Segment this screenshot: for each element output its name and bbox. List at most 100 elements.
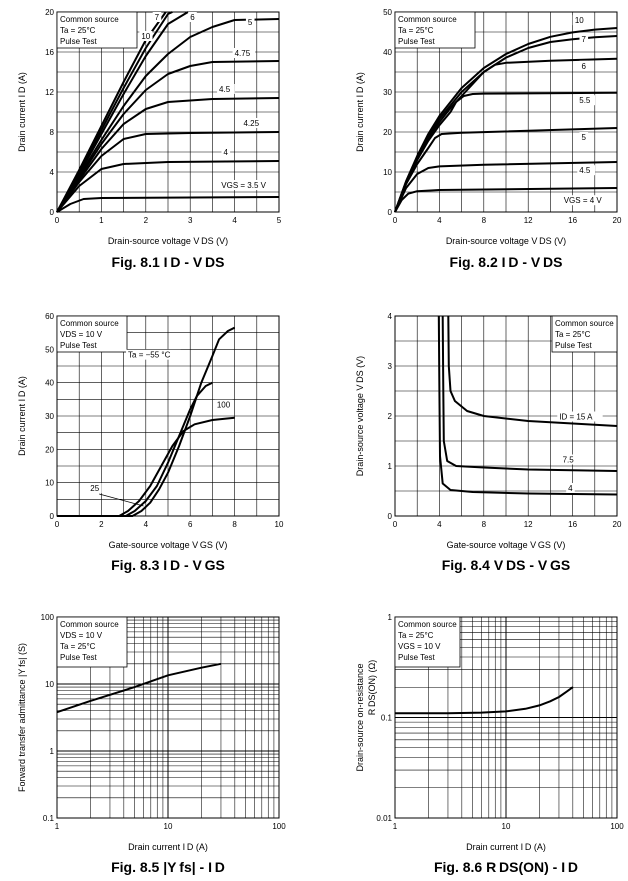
x-tick-label: 12: [524, 520, 533, 529]
y-tick-label: 1: [388, 462, 393, 471]
y-tick-label: 20: [45, 8, 54, 17]
curve-label: 10: [141, 32, 150, 41]
y-tick-label: 2: [388, 412, 393, 421]
condition-text: Pulse Test: [60, 653, 98, 662]
curve-label: 7: [581, 35, 586, 44]
condition-text: Pulse Test: [555, 341, 593, 350]
label-backing: [221, 147, 231, 157]
label-backing: [219, 180, 274, 190]
curve-label: 4.5: [219, 85, 231, 94]
plot-frame: [394, 315, 618, 517]
condition-text: Pulse Test: [398, 37, 436, 46]
figure-caption: Fig. 8.2 I D - V DS: [450, 254, 563, 270]
x-axis-label: Gate-source voltage V GS (V): [109, 540, 228, 550]
label-backing: [579, 132, 589, 142]
plot-frame: [56, 11, 280, 213]
series-line: [56, 60, 280, 213]
curve-label: 5: [248, 18, 253, 27]
y-tick-label: 10: [383, 168, 392, 177]
label-backing: [139, 31, 153, 41]
x-axis-label: Drain current I D (A): [466, 842, 546, 852]
y-tick-label: 50: [45, 345, 54, 354]
chart-2: 0 4 8 12 16 20 0 10 20 30 40 50 Drain-source voltage…: [355, 8, 622, 270]
plot-frame: [394, 11, 618, 213]
series-line: [437, 315, 618, 496]
x-tick-label: 8: [482, 216, 487, 225]
y-tick-label: 30: [383, 88, 392, 97]
label-backing: [579, 34, 589, 44]
y-tick-label: 30: [45, 412, 54, 421]
y-axis-label: Drain current I D (A): [355, 72, 365, 152]
x-tick-label: 16: [568, 216, 577, 225]
x-tick-label: 12: [524, 216, 533, 225]
condition-text: Ta = 25°C: [398, 631, 434, 640]
y-tick-label: 0: [50, 208, 55, 217]
y-tick-label: 3: [388, 362, 393, 371]
x-tick-label: 1: [393, 822, 398, 831]
figure-caption: Fig. 8.3 I D - V GS: [111, 557, 225, 573]
y-axis-label: Drain current I D (A): [17, 376, 27, 456]
x-tick-label: 5: [277, 216, 282, 225]
curve-label: 4: [224, 148, 229, 157]
x-tick-label: 10: [275, 520, 284, 529]
y-tick-label: 20: [45, 445, 54, 454]
condition-text: Ta = 25°C: [60, 26, 96, 35]
series-line: [57, 326, 236, 517]
y-tick-label: 0: [388, 512, 393, 521]
series-line: [57, 416, 235, 517]
y-tick-label: 10: [45, 479, 54, 488]
x-tick-label: 3: [188, 216, 193, 225]
label-backing: [561, 195, 608, 206]
y-tick-label: 0.01: [376, 814, 392, 823]
chart-6: 1 10 100 0.01 0.1 1 Drain current I D (A) Drain…: [355, 613, 624, 875]
y-tick-label: 40: [383, 48, 392, 57]
label-backing: [232, 48, 255, 58]
series-line: [56, 131, 280, 213]
conditions-box: [551, 315, 618, 353]
x-tick-label: 16: [568, 520, 577, 529]
grid: [57, 617, 279, 818]
series-line: [56, 97, 280, 213]
label-backing: [217, 84, 235, 94]
curve-label: 4.5: [579, 166, 591, 175]
y-tick-label: 8: [50, 128, 55, 137]
y-tick-label: 1: [388, 613, 393, 622]
label-backing: [560, 454, 579, 465]
x-tick-label: 8: [482, 520, 487, 529]
label-backing: [577, 165, 596, 176]
y-axis-label: Drain-source voltage V DS (V): [355, 356, 365, 476]
curve-label: 4.25: [243, 119, 259, 128]
x-tick-label: 0: [393, 216, 398, 225]
x-tick-label: 4: [144, 520, 149, 529]
condition-text: Ta = 25°C: [398, 26, 434, 35]
curve-label: 10: [575, 16, 584, 25]
figure-caption: Fig. 8.1 I D - V DS: [112, 254, 225, 270]
plot-frame: [394, 616, 618, 819]
series-line: [394, 161, 618, 213]
y-tick-label: 20: [383, 128, 392, 137]
x-tick-label: 4: [437, 216, 442, 225]
label-backing: [577, 95, 596, 106]
curve-label: VGS = 4 V: [564, 196, 603, 205]
conditions-box: [394, 11, 476, 49]
x-tick-label: 10: [164, 822, 173, 831]
label-backing: [245, 17, 255, 27]
conditions-box: [56, 11, 138, 49]
x-tick-label: 10: [502, 822, 511, 831]
curve-label: 25: [90, 484, 99, 493]
condition-text: VGS = 10 V: [398, 642, 441, 651]
y-tick-label: 0: [388, 208, 393, 217]
y-tick-label: 1: [50, 747, 55, 756]
curve-label: Ta = −55 °C: [128, 351, 171, 360]
y-axis-label: Drain-source on-resistance: [355, 663, 365, 771]
y-tick-label: 4: [50, 168, 55, 177]
x-axis-label: Drain-source voltage V DS (V): [446, 236, 566, 246]
x-axis-label: Drain-source voltage V DS (V): [108, 236, 228, 246]
y-axis-label-2: R DS(ON) (Ω): [367, 660, 377, 716]
x-tick-label: 2: [99, 520, 104, 529]
series-line: [394, 27, 618, 213]
x-tick-label: 1: [99, 216, 104, 225]
